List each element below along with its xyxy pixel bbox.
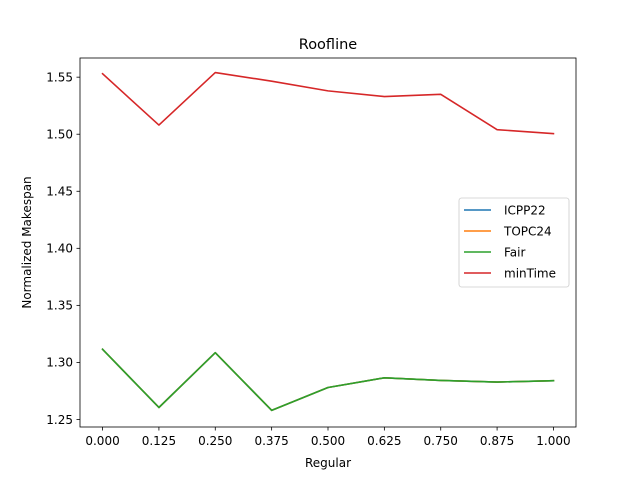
legend: ICPP22 TOPC24 Fair minTime <box>458 197 570 288</box>
x-tick-label: 0.125 <box>142 434 176 448</box>
x-tick-label: 0.000 <box>85 434 119 448</box>
legend-label-icpp22: ICPP22 <box>504 203 546 217</box>
y-tick-label: 1.30 <box>46 356 73 370</box>
legend-box <box>458 197 570 288</box>
x-tick-label: 1.000 <box>536 434 570 448</box>
legend-label-fair: Fair <box>504 245 525 259</box>
legend-label-mintime: minTime <box>504 266 556 280</box>
series-line-mintime <box>101 71 555 135</box>
y-tick-label: 1.40 <box>46 242 73 256</box>
x-tick-label: 0.250 <box>198 434 232 448</box>
legend-label-topc24: TOPC24 <box>503 224 552 238</box>
series-layer <box>101 71 555 412</box>
chart-title: Roofline <box>299 37 358 53</box>
y-tick-label: 1.55 <box>46 70 73 84</box>
plot-frame <box>79 57 577 428</box>
x-tick-label: 0.625 <box>367 434 401 448</box>
x-tick-label: 0.500 <box>311 434 345 448</box>
y-axis-label: Normalized Makespan <box>20 176 34 308</box>
y-tick-label: 1.25 <box>46 413 73 427</box>
x-axis: 0.000 0.125 0.250 0.375 0.500 0.625 0.750 0.875… <box>85 427 571 448</box>
x-axis-label: Regular <box>305 456 351 470</box>
y-axis: 1.25 1.30 1.35 1.40 1.45 1.50 1.55 <box>46 70 80 427</box>
x-tick-label: 0.875 <box>480 434 514 448</box>
y-tick-label: 1.50 <box>46 128 73 142</box>
x-tick-label: 0.750 <box>424 434 458 448</box>
series-line-fair <box>101 348 555 412</box>
y-tick-label: 1.35 <box>46 299 73 313</box>
y-tick-label: 1.45 <box>46 185 73 199</box>
x-tick-label: 0.375 <box>254 434 288 448</box>
